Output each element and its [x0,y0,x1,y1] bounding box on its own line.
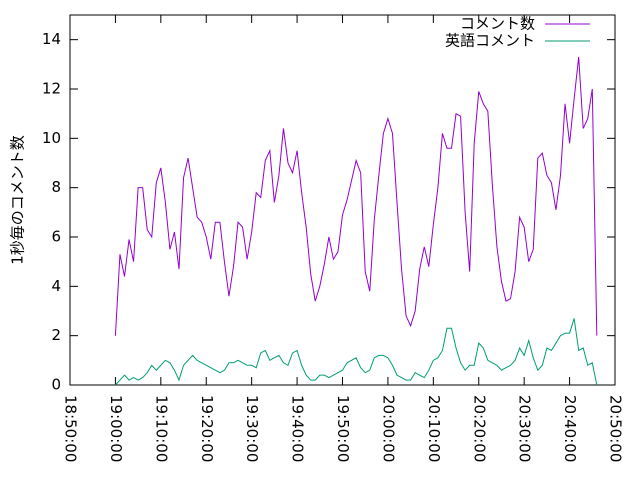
y-tick-label: 0 [51,376,61,394]
series-line [114,56,598,336]
x-tick-label: 20:00:00 [379,395,397,462]
x-tick-label: 19:20:00 [198,395,216,462]
y-tick-label: 10 [42,129,61,147]
legend-label: 英語コメント [445,32,535,50]
x-tick-label: 20:10:00 [425,395,443,462]
x-tick-label: 19:10:00 [152,395,170,462]
x-tick-label: 19:30:00 [243,395,261,462]
x-tick-label: 20:30:00 [516,395,534,462]
y-tick-label: 14 [42,30,61,48]
plot-frame [69,14,616,386]
y-tick-label: 6 [51,228,61,246]
series-line [115,318,598,386]
y-tick-label: 8 [51,178,61,196]
x-tick-label: 19:40:00 [289,395,307,462]
x-tick-label: 20:40:00 [561,395,579,462]
x-tick-label: 20:20:00 [470,395,488,462]
y-tick-label: 4 [51,277,61,295]
x-tick-label: 19:50:00 [334,395,352,462]
y-axis-label: 1秒毎のコメント数 [9,135,27,265]
x-tick-label: 18:50:00 [62,395,80,462]
legend-label: コメント数 [460,15,535,33]
y-tick-label: 2 [51,326,61,344]
y-tick-label: 12 [42,80,61,98]
x-tick-label: 20:50:00 [607,395,625,462]
x-tick-label: 19:00:00 [107,395,125,462]
